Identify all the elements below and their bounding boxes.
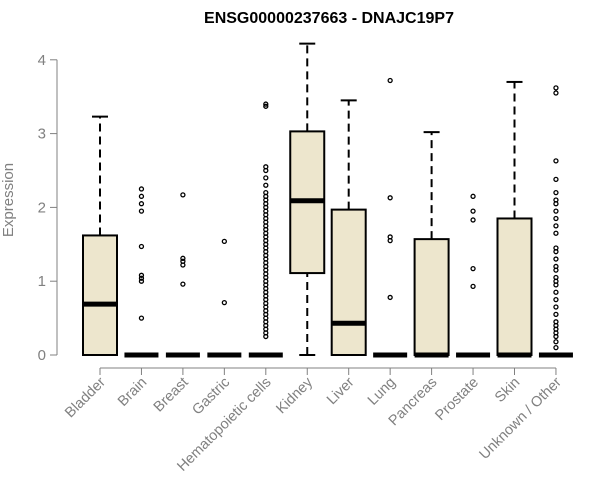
x-tick-label: Lung — [365, 375, 399, 409]
box-gastric — [207, 238, 242, 358]
box-kidney — [289, 42, 326, 356]
box-lung — [373, 77, 408, 358]
x-tick-label: Kidney — [273, 374, 316, 417]
outlier-point — [138, 208, 145, 214]
outlier-point — [553, 208, 559, 214]
outlier-point — [553, 289, 559, 295]
outlier-point — [387, 237, 393, 244]
y-tick-label: 0 — [38, 347, 46, 364]
x-tick-label: Liver — [324, 374, 358, 408]
outlier-point — [553, 215, 559, 222]
outlier-point — [387, 294, 393, 301]
box-iqr — [82, 234, 118, 356]
box-breast — [165, 192, 200, 358]
outlier-point — [138, 193, 145, 199]
outlier-point — [221, 238, 228, 244]
box-brain — [124, 186, 159, 358]
plot-area — [82, 42, 573, 358]
y-tick-label: 1 — [38, 273, 46, 290]
outlier-point — [138, 272, 145, 278]
outlier-point — [263, 182, 269, 188]
chart-title: ENSG00000237663 - DNAJC19P7 — [204, 10, 454, 27]
outlier-point — [180, 281, 186, 287]
box-pancreas — [413, 131, 450, 358]
x-tick-label: Skin — [492, 375, 523, 406]
outlier-point — [263, 333, 269, 340]
outlier-point — [553, 344, 559, 351]
outlier-point — [263, 101, 269, 107]
y-tick-label: 4 — [38, 52, 46, 69]
outlier-point — [387, 195, 393, 201]
box-iqr — [496, 217, 533, 356]
box-skin — [496, 80, 533, 358]
outlier-point — [180, 262, 186, 268]
box-bladder — [82, 115, 118, 356]
outlier-point — [138, 186, 145, 192]
outlier-point — [180, 255, 186, 261]
outlier-point — [553, 158, 559, 164]
outlier-point — [553, 267, 559, 273]
outlier-point — [553, 339, 559, 345]
outlier-point — [553, 90, 559, 96]
outlier-point — [553, 230, 559, 236]
outlier-point — [553, 85, 559, 91]
outlier-point — [387, 77, 393, 84]
outlier-point — [553, 311, 559, 318]
outlier-point — [138, 278, 145, 284]
outlier-point — [470, 217, 476, 223]
outlier-point — [263, 167, 269, 174]
outlier-point — [138, 201, 145, 207]
x-tick-label: Prostate — [432, 375, 481, 424]
outlier-point — [263, 175, 269, 181]
outlier-point — [180, 192, 186, 198]
box-prostate — [456, 193, 491, 358]
y-axis: 0 1 2 3 4 — [38, 52, 58, 364]
box-hematopoietic-cells — [248, 101, 283, 358]
box-liver — [330, 99, 367, 356]
box-unknown-other — [538, 85, 573, 358]
x-tick-label: Breast — [151, 375, 192, 416]
outlier-point — [553, 256, 559, 262]
outlier-point — [470, 283, 476, 290]
y-axis-label: Expression — [0, 163, 17, 237]
x-tick-label: Brain — [115, 375, 150, 410]
outlier-point — [553, 223, 559, 229]
outlier-point — [221, 299, 228, 306]
outlier-point — [553, 296, 559, 303]
outlier-point — [553, 282, 559, 288]
y-tick-label: 2 — [38, 199, 46, 216]
outlier-point — [470, 193, 476, 199]
outlier-point — [470, 266, 476, 272]
outlier-point — [138, 275, 145, 281]
outlier-point — [553, 189, 559, 196]
box-iqr — [330, 208, 367, 356]
outlier-point — [263, 103, 269, 109]
outlier-point — [470, 208, 476, 214]
x-tick-label: Bladder — [62, 374, 109, 421]
outlier-point — [553, 333, 559, 340]
outlier-point — [553, 201, 559, 207]
outlier-point — [553, 249, 559, 255]
y-tick-label: 3 — [38, 126, 46, 143]
outlier-point — [553, 176, 559, 183]
box-iqr — [413, 238, 450, 356]
outlier-point — [138, 243, 145, 250]
outlier-point — [138, 315, 145, 321]
outlier-point — [553, 304, 559, 310]
